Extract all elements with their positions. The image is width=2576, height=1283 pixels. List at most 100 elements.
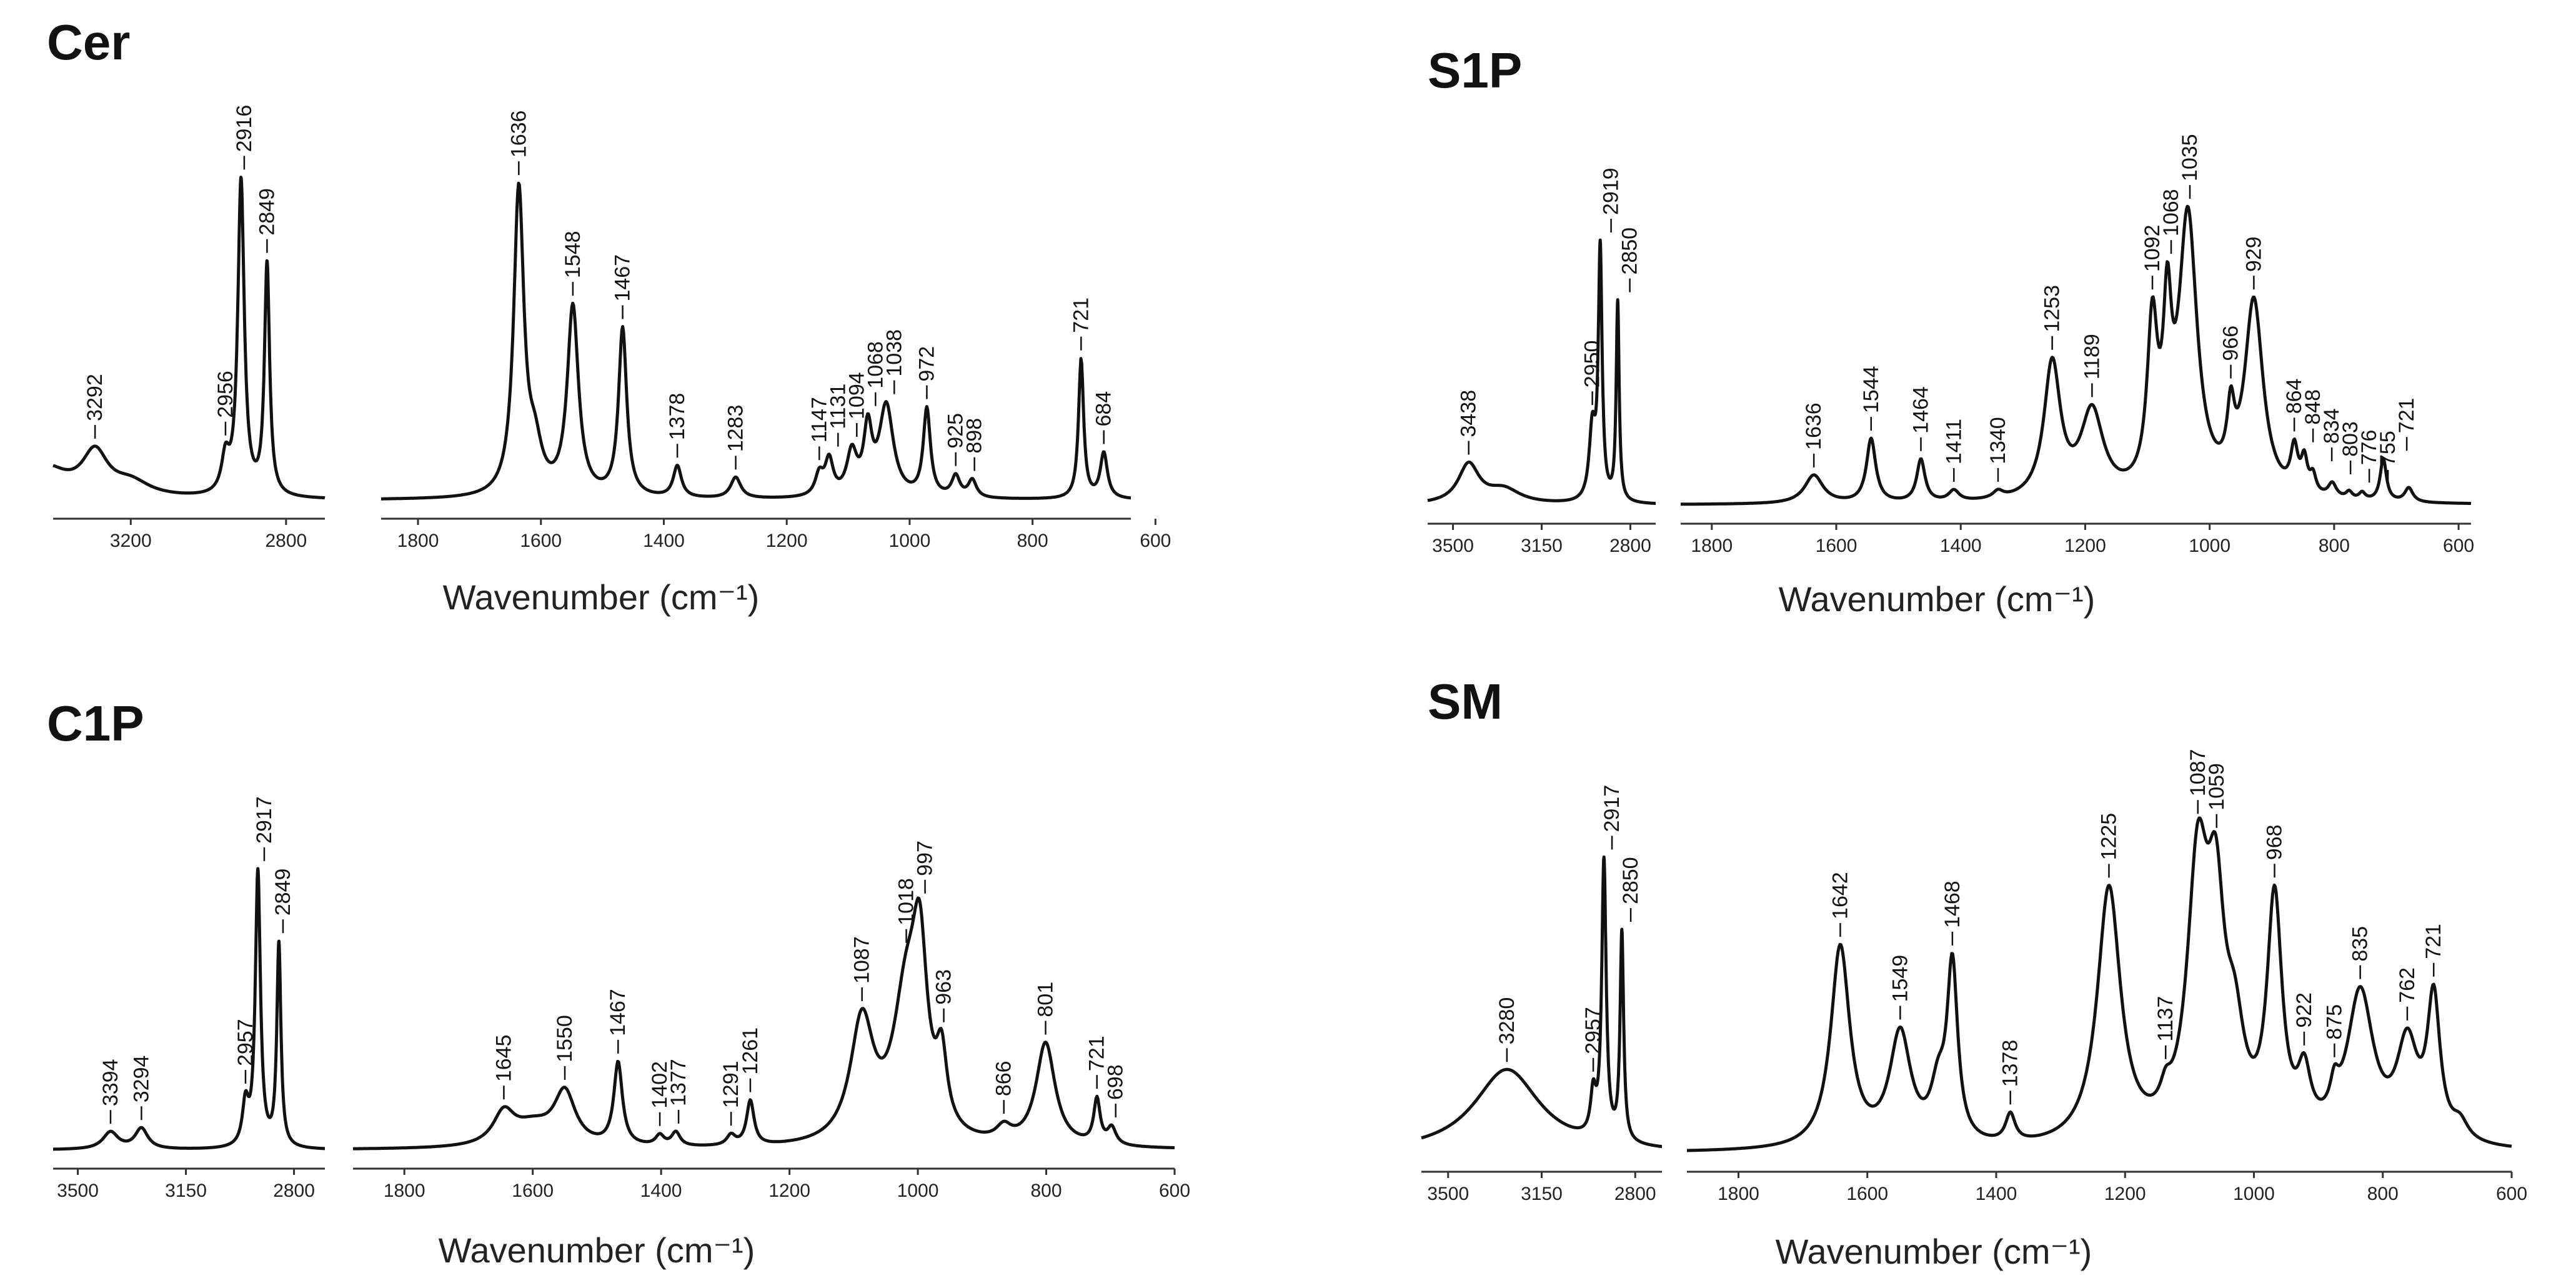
peak-label: 925 — [944, 413, 968, 449]
x-tick-label: 1800 — [1718, 1184, 1759, 1204]
x-tick-label: 1200 — [766, 531, 808, 551]
x-tick-label: 2800 — [273, 1181, 315, 1201]
peak-label: 864 — [2282, 379, 2306, 414]
peak-label: 721 — [2422, 924, 2445, 959]
x-tick-label: 2800 — [1614, 1184, 1656, 1204]
peak-label: 2850 — [1618, 227, 1642, 275]
x-tick-label: 600 — [2496, 1184, 2527, 1204]
panel-title: C1P — [47, 696, 144, 751]
x-tick-label: 3200 — [110, 531, 152, 551]
peak-label: 1550 — [553, 1015, 577, 1062]
x-axis-label: Wavenumber (cm⁻¹) — [1779, 579, 2096, 619]
peak-label: 1018 — [895, 878, 918, 926]
spectrum-segment-low: 1800 1600 1400 1200 1000 800 600 1642 1549 1468 13… — [1686, 749, 2527, 1204]
spectrum-segment-low: 1800 1600 1400 1200 1000 800 600 1636 1548 1467 13… — [380, 111, 1171, 551]
x-tick-label: 3500 — [57, 1181, 99, 1201]
spectrum-segment-high: 3500 3150 2800 3438 2950 2919 2850 — [1426, 167, 1658, 556]
spectrum-segment-high: 3500 3150 2800 3394 3294 2957 2917 2849 — [52, 796, 326, 1201]
peak-label: 898 — [963, 418, 987, 454]
panel-sm: SM Wavenumber (cm⁻¹) 3500 3150 2800 3280 2957 2… — [1420, 674, 2527, 1271]
peak-label: 721 — [1069, 297, 1093, 333]
x-tick-label: 3150 — [1521, 536, 1563, 556]
x-tick-label: 1000 — [897, 1181, 939, 1201]
x-tick-label: 1800 — [397, 531, 439, 551]
peak-label: 776 — [2357, 430, 2381, 466]
panel-cer: Cer Wavenumber (cm⁻¹) 3200 2800 3292 2956 2916… — [47, 14, 1171, 617]
spectrum-line — [352, 896, 1175, 1151]
spectrum-line — [1426, 238, 1658, 505]
peak-label: 968 — [2263, 824, 2287, 860]
peak-label: 1464 — [1909, 386, 1933, 434]
peak-label: 1035 — [2178, 134, 2202, 181]
peak-label: 1147 — [807, 397, 831, 442]
x-tick-label: 1400 — [1976, 1184, 2017, 1204]
peak-label: 2956 — [214, 371, 237, 418]
x-tick-label: 1400 — [640, 1181, 682, 1201]
peak-label: 1636 — [1802, 402, 1826, 450]
x-tick-label: 1600 — [512, 1181, 554, 1201]
x-tick-label: 800 — [2319, 536, 2350, 556]
peak-label: 684 — [1092, 391, 1116, 427]
peak-label: 1636 — [507, 111, 530, 158]
x-axis-label: Wavenumber (cm⁻¹) — [443, 577, 760, 617]
peak-label: 2950 — [1581, 341, 1604, 388]
peak-label: 1377 — [667, 1059, 690, 1106]
peak-label: 1402 — [648, 1061, 672, 1109]
x-tick-label: 1800 — [1691, 536, 1733, 556]
x-tick-label: 1400 — [643, 531, 685, 551]
x-tick-label: 1200 — [2104, 1184, 2146, 1204]
spectrum-line — [1686, 816, 2512, 1152]
peak-label: 1094 — [845, 372, 868, 419]
panel-title: SM — [1428, 674, 1503, 729]
peak-label: 1189 — [2080, 334, 2104, 379]
peak-label: 1092 — [2141, 225, 2164, 272]
spectrum-segment-high: 3500 3150 2800 3280 2957 2917 2850 — [1420, 785, 1664, 1204]
peak-label: 2850 — [1619, 857, 1643, 904]
peak-label: 1068 — [2159, 189, 2183, 236]
peak-label: 1548 — [561, 231, 585, 278]
peak-label: 1068 — [863, 341, 887, 389]
spectrum-line — [1420, 855, 1664, 1149]
panel-title: S1P — [1428, 42, 1522, 98]
peak-label: 2957 — [1581, 1007, 1605, 1054]
x-tick-label: 800 — [1031, 1181, 1062, 1201]
peak-label: 963 — [932, 969, 956, 1005]
peak-label: 1283 — [724, 405, 748, 452]
peak-label: 698 — [1104, 1064, 1128, 1100]
peak-label: 2917 — [1600, 785, 1624, 832]
peak-label: 1467 — [611, 254, 635, 302]
x-tick-label: 1800 — [384, 1181, 425, 1201]
x-tick-label: 1000 — [889, 531, 931, 551]
peak-label: 1059 — [2205, 763, 2229, 811]
peak-label: 1087 — [850, 936, 874, 984]
peak-label: 835 — [2349, 926, 2372, 962]
x-tick-label: 1600 — [1816, 536, 1857, 556]
spectrum-line — [1679, 204, 2472, 506]
x-tick-label: 1200 — [768, 1181, 810, 1201]
x-tick-label: 1400 — [1940, 536, 1982, 556]
x-tick-label: 1600 — [1846, 1184, 1888, 1204]
peak-label: 1291 — [719, 1061, 743, 1108]
x-tick-label: 2800 — [265, 531, 307, 551]
spectrum-segment-high: 3200 2800 3292 2956 2916 2849 — [52, 105, 326, 551]
peak-label: 1411 — [1942, 419, 1966, 464]
peak-label: 1642 — [1828, 872, 1852, 919]
peak-label: 834 — [2320, 408, 2344, 444]
x-tick-label: 2800 — [1609, 536, 1651, 556]
peak-label: 1544 — [1859, 366, 1883, 413]
x-tick-label: 1000 — [2189, 536, 2230, 556]
x-tick-label: 600 — [1140, 531, 1171, 551]
x-tick-label: 3500 — [1432, 536, 1474, 556]
x-axis-label: Wavenumber (cm⁻¹) — [1776, 1232, 2092, 1271]
peak-label: 3294 — [129, 1056, 153, 1103]
x-tick-label: 3150 — [165, 1181, 207, 1201]
peak-label: 1645 — [492, 1035, 515, 1082]
peak-label: 1137 — [2154, 996, 2177, 1042]
peak-label: 3394 — [99, 1059, 122, 1107]
peak-label: 1253 — [2041, 285, 2064, 332]
peak-label: 3280 — [1495, 997, 1519, 1045]
peak-label: 1261 — [738, 1027, 762, 1075]
peak-label: 966 — [2219, 326, 2243, 361]
peak-label: 3292 — [83, 374, 107, 421]
